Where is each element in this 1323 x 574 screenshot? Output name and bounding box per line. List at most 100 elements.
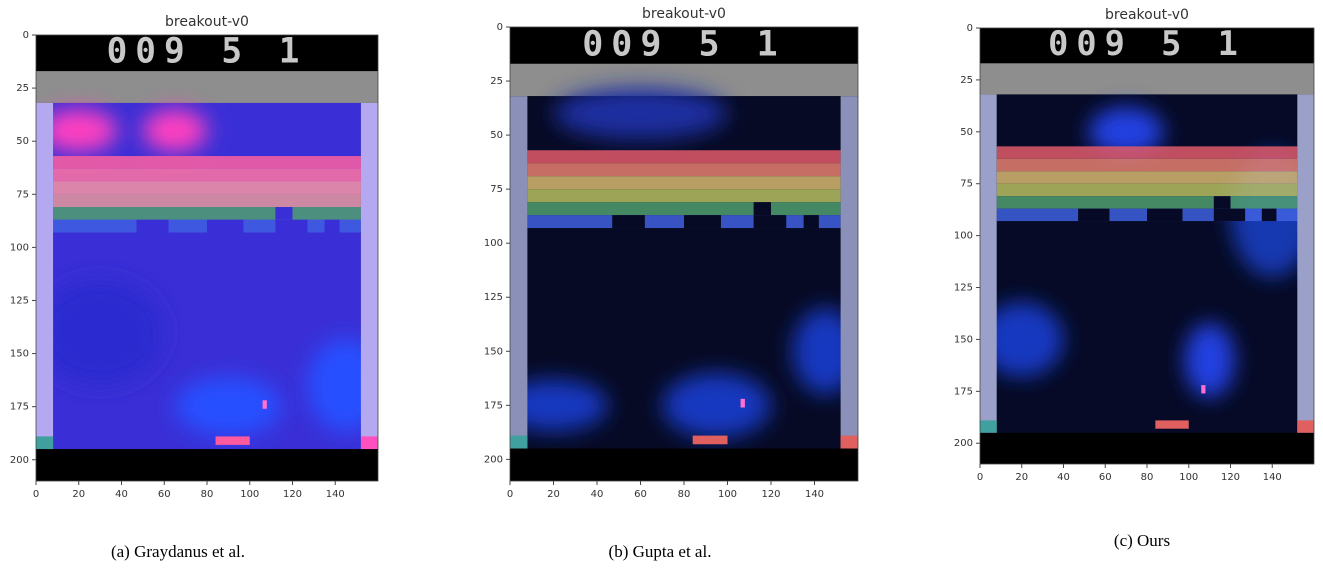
ball — [262, 400, 267, 409]
x-tick-label: 60 — [1099, 472, 1112, 483]
x-tick-label: 40 — [1057, 472, 1070, 483]
x-tick-label: 140 — [326, 489, 345, 500]
bottom-bar — [36, 449, 378, 481]
x-tick-label: 20 — [547, 489, 560, 500]
y-tick-label: 175 — [954, 386, 973, 397]
panel-caption: (b) Gupta et al. — [609, 542, 712, 561]
y-tick-label: 100 — [484, 238, 503, 249]
brick-gap — [803, 215, 819, 229]
saliency-blob — [40, 109, 118, 152]
x-tick-label: 140 — [805, 489, 824, 500]
x-tick-label: 0 — [507, 489, 513, 500]
score-display: 009 5 1 — [107, 32, 308, 72]
y-tick-label: 175 — [484, 400, 503, 411]
y-tick-label: 200 — [10, 455, 29, 466]
panel-caption: (a) Graydanus et al. — [111, 542, 245, 561]
x-tick-label: 60 — [158, 489, 171, 500]
y-tick-label: 25 — [16, 83, 29, 94]
x-tick-label: 0 — [33, 489, 39, 500]
brick-row — [996, 171, 1298, 184]
x-tick-label: 80 — [201, 489, 214, 500]
panel-title: breakout-v0 — [165, 14, 249, 30]
y-tick-label: 200 — [954, 438, 973, 449]
x-tick-label: 120 — [1221, 472, 1240, 483]
saliency-blob — [1088, 106, 1164, 157]
brick-row — [996, 146, 1298, 159]
saliency-blob — [662, 372, 771, 438]
score-display: 009 5 1 — [1048, 24, 1246, 63]
x-tick-label: 120 — [761, 489, 780, 500]
x-tick-label: 100 — [1179, 472, 1198, 483]
y-tick-label: 75 — [960, 179, 973, 190]
wall-corner — [1297, 420, 1314, 433]
right-wall — [840, 96, 858, 449]
brick-row — [53, 207, 361, 220]
paddle — [215, 436, 250, 445]
brick-row — [527, 189, 841, 203]
top-wall — [510, 63, 858, 97]
x-tick-label: 140 — [1263, 472, 1282, 483]
y-tick-label: 25 — [490, 76, 503, 87]
x-tick-label: 80 — [678, 489, 691, 500]
y-tick-label: 150 — [484, 346, 503, 357]
brick-gap — [1078, 208, 1110, 222]
saliency-blob — [1184, 322, 1235, 398]
y-tick-label: 150 — [10, 349, 29, 360]
y-tick-label: 125 — [10, 295, 29, 306]
paddle — [692, 435, 728, 445]
brick-row — [527, 150, 841, 164]
brick-row — [527, 202, 841, 216]
wall-corner — [510, 435, 528, 449]
saliency-blob — [980, 302, 1064, 377]
y-tick-label: 0 — [967, 23, 973, 34]
y-tick-label: 75 — [490, 184, 503, 195]
wall-corner — [36, 436, 54, 450]
game-frame — [510, 27, 858, 481]
brick-row — [53, 194, 361, 208]
y-tick-label: 0 — [23, 30, 29, 41]
saliency-blob — [307, 338, 379, 433]
game-frame — [36, 35, 379, 481]
y-tick-label: 125 — [484, 292, 503, 303]
brick-gap — [684, 215, 721, 229]
y-tick-label: 50 — [16, 136, 29, 147]
saliency-blob — [36, 279, 165, 386]
wall-corner — [980, 420, 997, 433]
brick-gap — [275, 207, 293, 220]
x-tick-label: 80 — [1141, 472, 1154, 483]
brick-gap — [753, 202, 771, 216]
brick-gap — [324, 219, 340, 233]
y-tick-label: 150 — [954, 334, 973, 345]
x-tick-label: 120 — [283, 489, 302, 500]
x-tick-label: 20 — [1015, 472, 1028, 483]
brick-gap — [1261, 208, 1277, 222]
brick-gap — [753, 215, 787, 229]
brick-row — [996, 158, 1298, 172]
right-wall — [1297, 94, 1314, 433]
y-tick-label: 50 — [490, 130, 503, 141]
top-wall — [36, 71, 378, 103]
x-tick-label: 40 — [591, 489, 604, 500]
x-tick-label: 100 — [240, 489, 259, 500]
saliency-blob — [510, 379, 608, 432]
bottom-bar — [510, 448, 858, 481]
x-tick-label: 20 — [72, 489, 85, 500]
y-tick-label: 125 — [954, 283, 973, 294]
y-tick-label: 25 — [960, 75, 973, 86]
x-tick-label: 60 — [634, 489, 647, 500]
y-tick-label: 100 — [954, 231, 973, 242]
x-tick-label: 100 — [718, 489, 737, 500]
wall-corner — [360, 436, 378, 450]
ball — [740, 398, 745, 408]
tint — [53, 156, 361, 208]
brick-gap — [612, 215, 645, 229]
ball — [1201, 385, 1206, 394]
brick-row — [996, 183, 1298, 197]
y-tick-label: 100 — [10, 242, 29, 253]
y-tick-label: 175 — [10, 402, 29, 413]
brick-row — [996, 196, 1298, 209]
bottom-bar — [980, 432, 1314, 464]
